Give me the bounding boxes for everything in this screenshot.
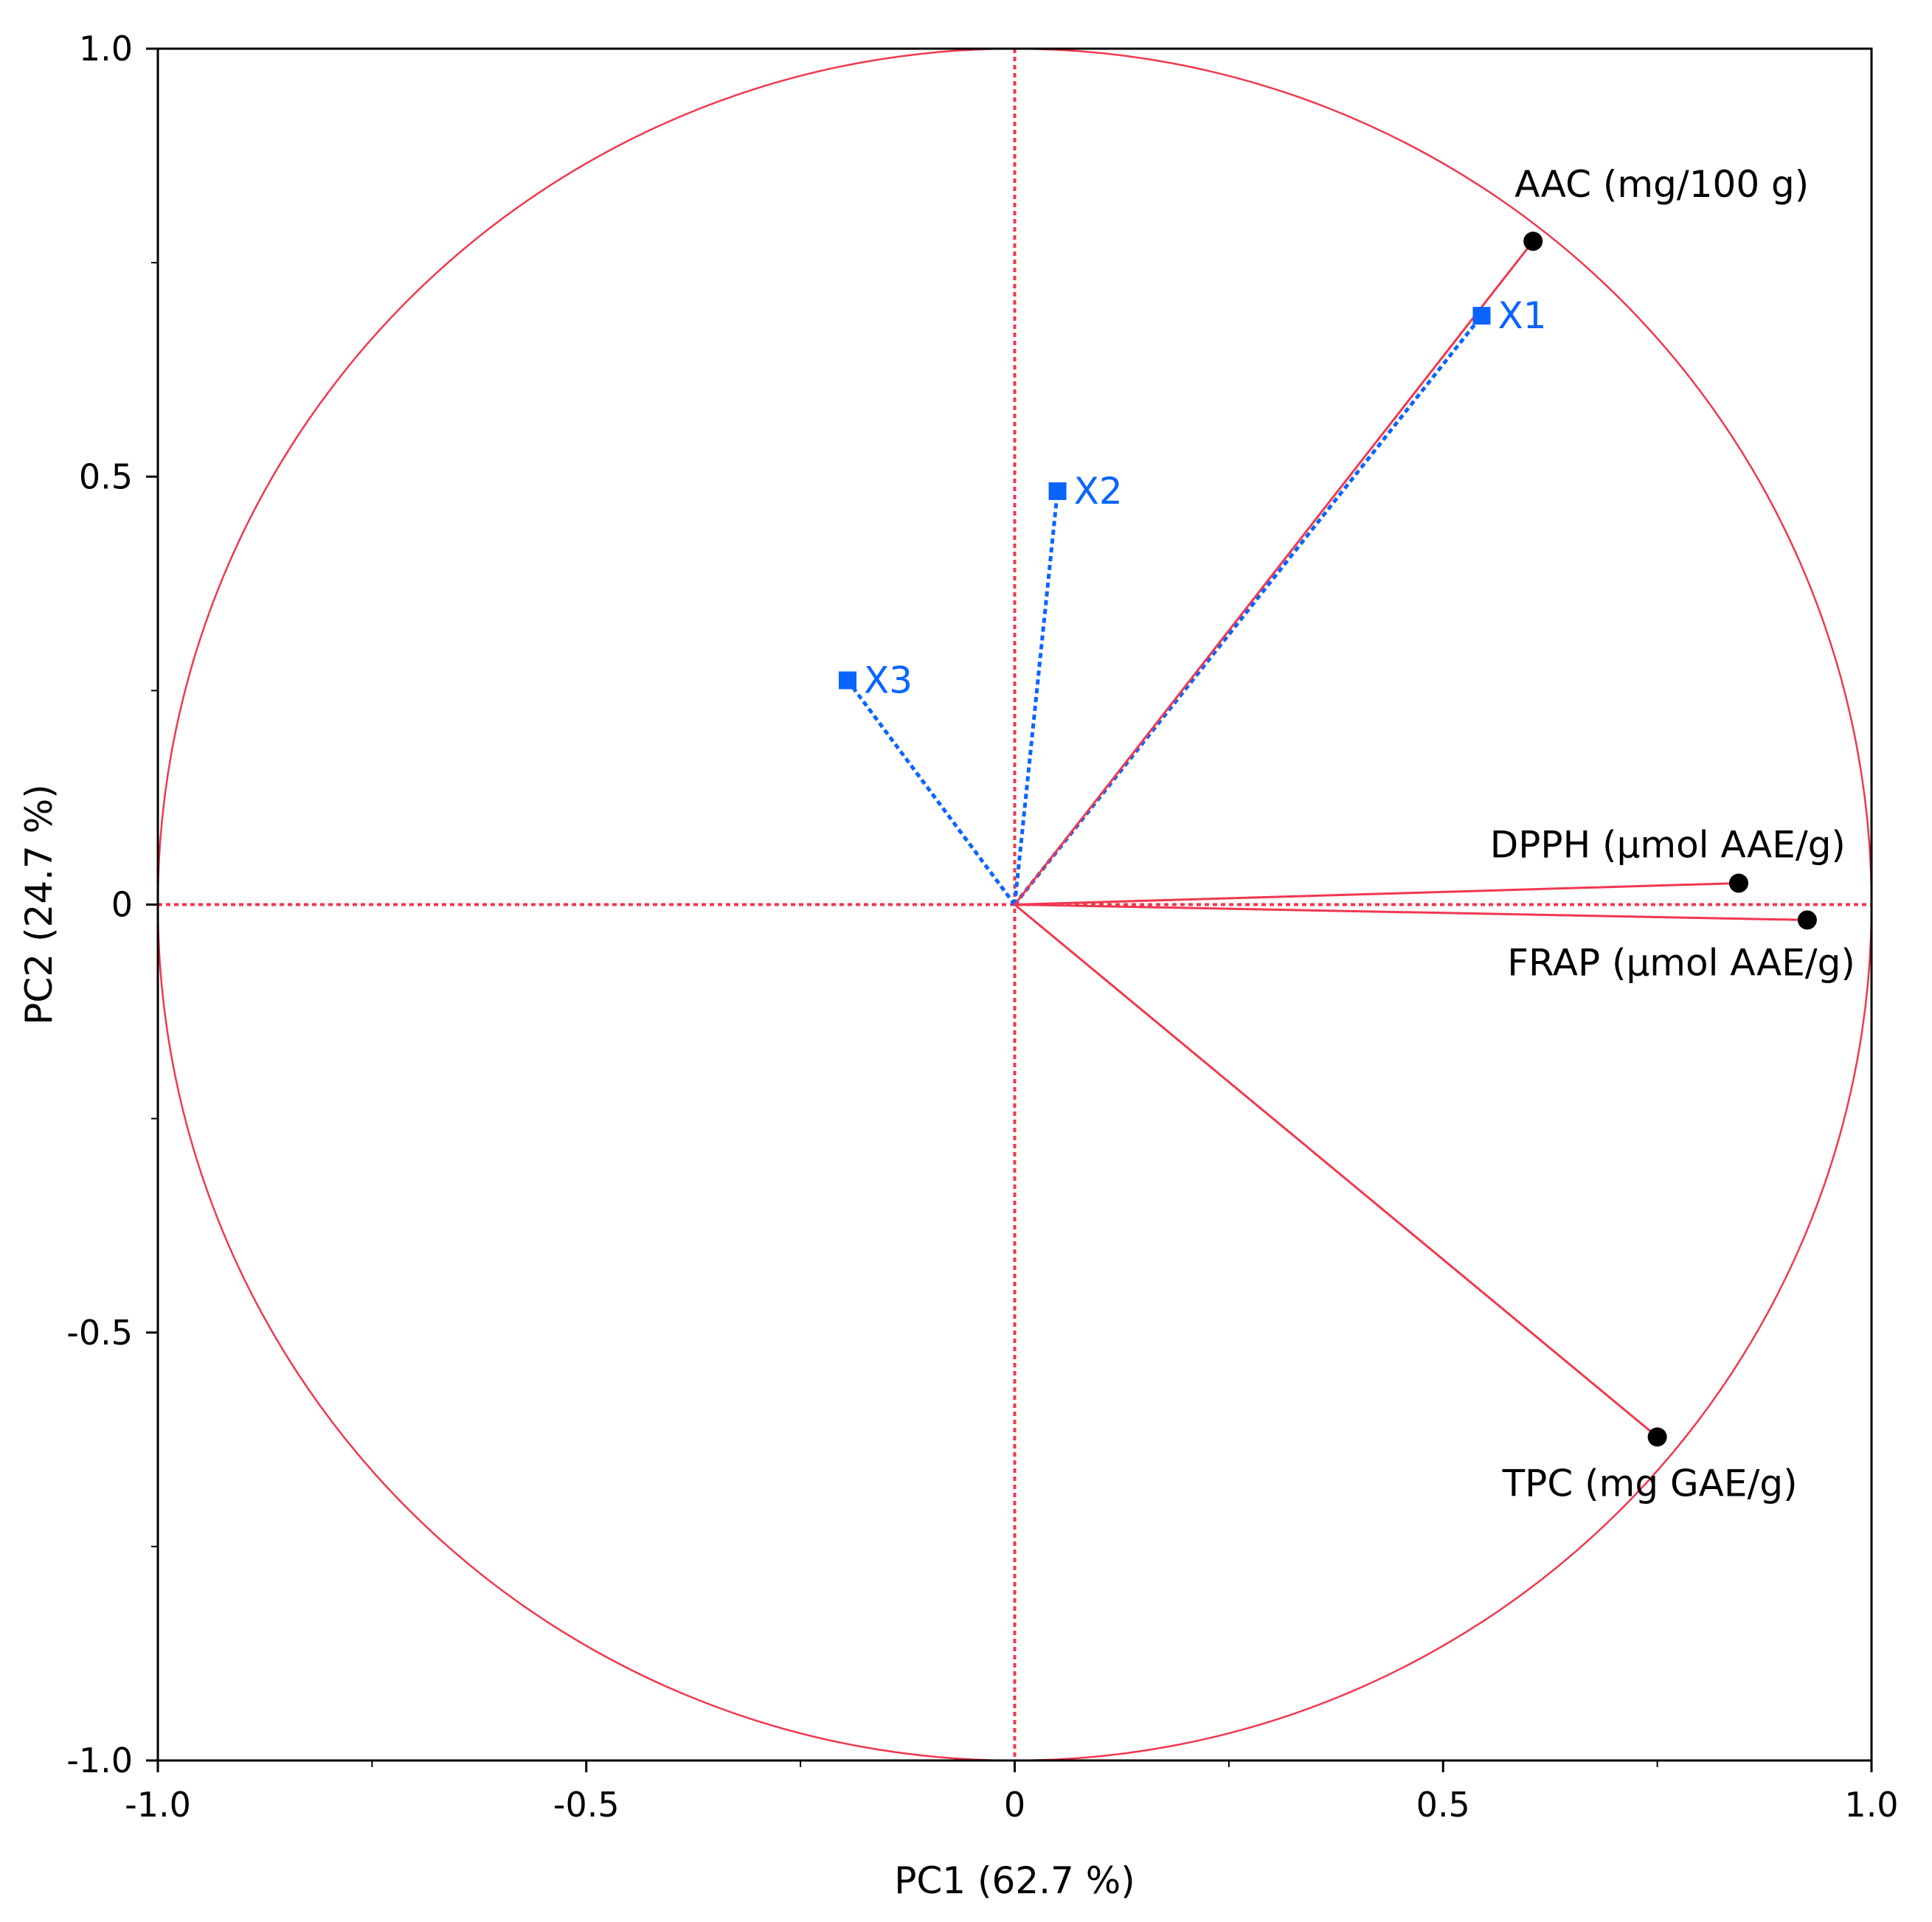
- factor-marker-2: [839, 671, 857, 690]
- factor-label-1: X2: [1074, 470, 1123, 513]
- x-tick-label-0: -1.0: [125, 1785, 191, 1825]
- y-tick-label-1: 0.5: [79, 457, 133, 496]
- factor-vector-1: [1013, 490, 1060, 905]
- x-tick-label-2: 0: [1004, 1785, 1025, 1825]
- x-tick-label-3: 0.5: [1416, 1785, 1470, 1825]
- axis-title-layer: PC1 (62.7 %) PC2 (24.7 %): [18, 784, 1135, 1902]
- response-point-3: [1647, 1427, 1667, 1447]
- vector-layer: [846, 240, 1808, 1438]
- response-vector-1: [1014, 880, 1739, 906]
- y-tick-label-2: 0: [111, 885, 133, 925]
- factor-label-0: X1: [1498, 294, 1547, 337]
- response-label-1: DPPH (µmol AAE/g): [1490, 823, 1846, 866]
- y-axis-title: PC2 (24.7 %): [18, 784, 60, 1025]
- x-axis-title: PC1 (62.7 %): [894, 1859, 1135, 1902]
- response-label-3: TPC (mg GAE/g): [1502, 1462, 1798, 1505]
- label-layer: AAC (mg/100 g) DPPH (µmol AAE/g) FRAP (µmo…: [864, 163, 1855, 1505]
- response-vector-0: [1014, 240, 1534, 906]
- factor-vector-2: [846, 679, 1017, 906]
- x-tick-label-1: -0.5: [553, 1785, 620, 1825]
- x-tick-label-4: 1.0: [1844, 1785, 1898, 1825]
- response-point-2: [1797, 910, 1817, 930]
- y-tick-label-0: 1.0: [79, 29, 133, 69]
- factor-label-2: X3: [864, 659, 913, 701]
- y-tick-label-4: -1.0: [66, 1741, 133, 1780]
- response-point-0: [1523, 232, 1543, 251]
- y-tick-label-3: -0.5: [66, 1313, 133, 1353]
- response-vector-3: [1014, 903, 1658, 1438]
- factor-marker-1: [1048, 482, 1067, 500]
- factor-marker-0: [1472, 307, 1491, 325]
- response-label-2: FRAP (µmol AAE/g): [1507, 941, 1855, 984]
- response-label-0: AAC (mg/100 g): [1514, 163, 1809, 206]
- response-vector-2: [1014, 903, 1808, 923]
- point-layer: [839, 232, 1817, 1447]
- response-point-1: [1728, 873, 1748, 893]
- tick-layer: -1.0 -0.5 0 0.5 1.0 1.0 0.5 0 -0.5 -1.0: [66, 29, 1898, 1825]
